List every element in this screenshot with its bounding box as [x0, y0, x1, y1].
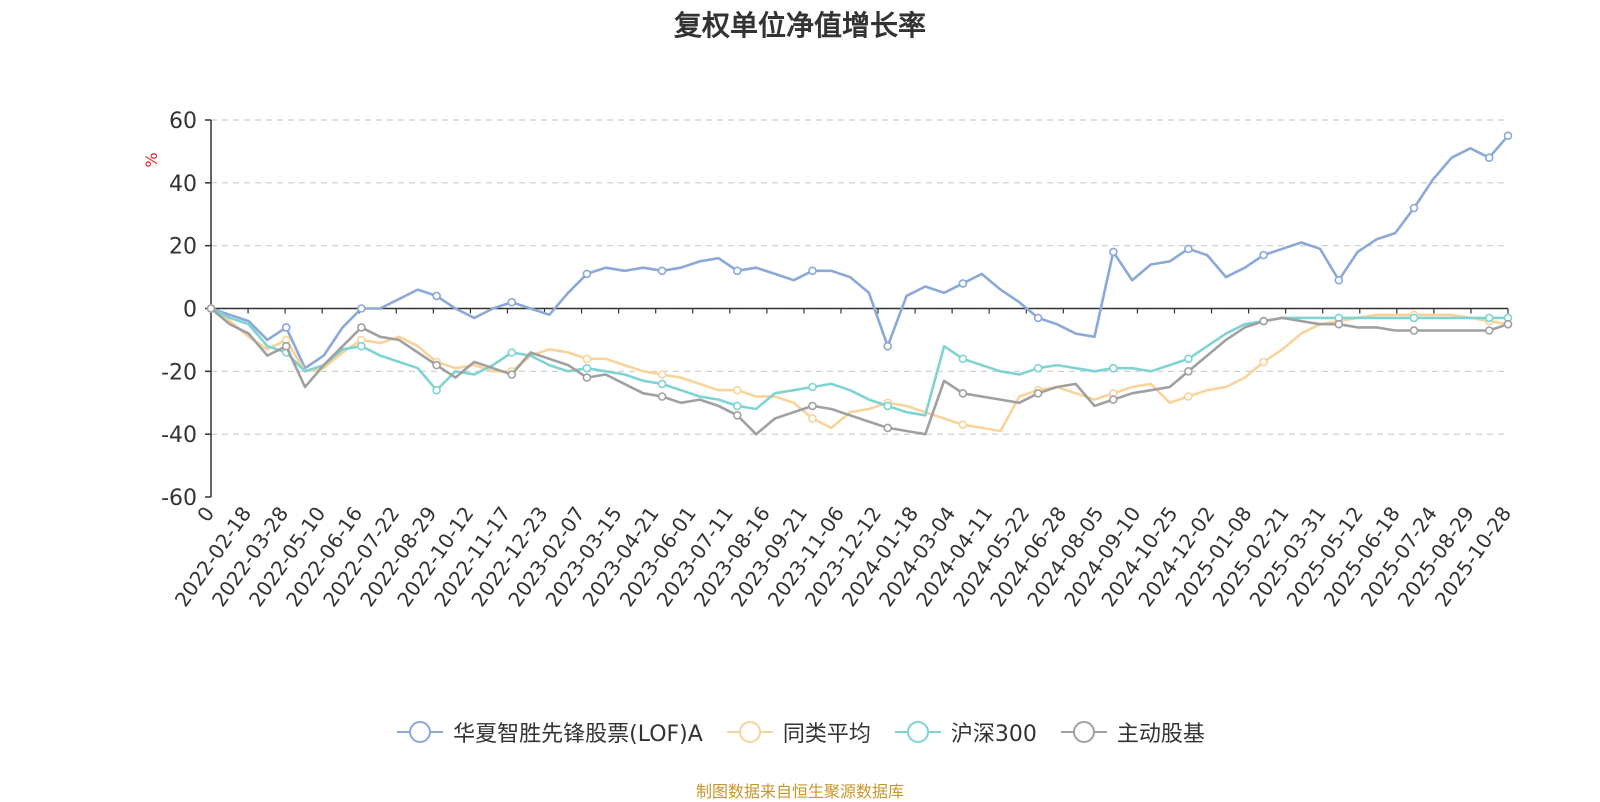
series-1-point — [1503, 131, 1513, 140]
series-1-point — [432, 291, 441, 301]
series-4-point — [1503, 319, 1513, 329]
series-3-point — [657, 379, 667, 389]
legend-label: 主动股基 — [1116, 722, 1205, 747]
legend-line-circle-icon — [726, 721, 773, 743]
series-4-point — [206, 304, 216, 313]
series-4-point — [1334, 319, 1344, 329]
series-1-point — [657, 266, 667, 276]
x-tick-label: 0 — [192, 502, 219, 526]
series-2-point — [582, 354, 592, 364]
y-tick-label: -40 — [161, 423, 197, 448]
grid-lines — [211, 119, 1508, 435]
series-1-point — [1484, 153, 1494, 162]
series-3-point — [808, 382, 817, 392]
series-2-point — [657, 370, 667, 379]
series-1-point — [1259, 250, 1268, 260]
legend-label: 同类平均 — [782, 722, 871, 747]
series-1-point — [958, 279, 968, 288]
source-note: 制图数据来自恒生聚源数据库 — [695, 782, 904, 801]
y-tick-label: 0 — [183, 298, 197, 323]
series-1-point — [507, 297, 517, 307]
series-4-point — [357, 323, 366, 332]
series-2-point — [808, 414, 817, 423]
series-3-point — [732, 401, 742, 411]
series-1-point — [582, 269, 592, 279]
series-line-1 — [210, 134, 1509, 370]
legend-line-circle-icon — [1060, 721, 1107, 743]
y-tick-label: 60 — [169, 109, 197, 134]
series-3-point — [582, 363, 592, 373]
series-3-point — [432, 385, 441, 395]
series-4-point — [732, 410, 742, 420]
legend-line-circle-icon — [894, 721, 941, 743]
series-4-point — [1109, 395, 1118, 404]
legend-line-circle-icon — [397, 721, 444, 743]
series-3-point — [1484, 313, 1494, 323]
series-1-point — [1334, 275, 1344, 285]
y-tick-label: 40 — [169, 172, 197, 197]
legend-label: 华夏智胜先锋股票(LOF)A — [453, 722, 703, 747]
y-tick-label: 20 — [169, 235, 197, 260]
series-1-point — [883, 341, 893, 351]
legend-label: 沪深300 — [950, 722, 1037, 747]
y-axis-unit: % — [142, 152, 161, 167]
series-1-point — [732, 266, 742, 276]
series-4-point — [1184, 366, 1193, 376]
series-3-point — [1109, 363, 1118, 373]
series-1-point — [808, 266, 817, 276]
legend-item-2[interactable]: 同类平均 — [725, 716, 871, 748]
series-4-point — [507, 370, 517, 379]
legend: 华夏智胜先锋股票(LOF)A 同类平均 沪深300 主动股基 — [0, 716, 1600, 748]
tick-labels: 6040200-20-40-60%02022-02-182022-03-2820… — [142, 109, 1516, 611]
chart-title: 复权单位净值增长率 — [673, 9, 926, 42]
series-3-point — [507, 348, 517, 357]
series-line-2 — [210, 307, 1509, 433]
series-4-point — [808, 401, 817, 411]
series-4-point — [1033, 388, 1043, 398]
series-2-point — [732, 385, 742, 395]
y-tick-label: -60 — [161, 486, 197, 511]
series-4-point — [582, 373, 592, 382]
series-4-point — [432, 360, 441, 370]
y-tick-label: -20 — [161, 360, 197, 385]
series-1-point — [1109, 247, 1118, 257]
series-1-point — [1184, 244, 1193, 254]
series-4-point — [657, 392, 667, 401]
series-1-point — [1409, 203, 1419, 213]
series-4-point — [958, 388, 968, 398]
series-3-point — [357, 341, 366, 351]
series-3-point — [1184, 354, 1193, 364]
legend-item-1[interactable]: 华夏智胜先锋股票(LOF)A — [395, 716, 703, 748]
series-3-point — [1409, 313, 1419, 323]
series-lines — [206, 131, 1513, 436]
series-3-point — [1033, 363, 1043, 373]
series-line-3 — [210, 307, 1508, 417]
series-1-point — [1033, 313, 1043, 323]
series-4-point — [883, 423, 893, 433]
series-4-point — [1484, 326, 1494, 335]
legend-item-4[interactable]: 主动股基 — [1059, 716, 1205, 748]
series-1-point — [281, 323, 291, 332]
series-4-point — [1409, 326, 1419, 335]
series-4-point — [281, 341, 291, 351]
series-2-point — [958, 420, 968, 430]
series-1-point — [357, 304, 366, 313]
series-3-point — [958, 354, 968, 364]
series-2-point — [1184, 392, 1193, 401]
line-chart: 6040200-20-40-60%02022-02-182022-03-2820… — [142, 109, 1516, 611]
series-line-4 — [210, 307, 1509, 436]
series-4-point — [1259, 316, 1268, 326]
axes — [205, 119, 1509, 498]
legend-item-3[interactable]: 沪深300 — [893, 716, 1037, 748]
series-2-point — [1259, 357, 1268, 367]
series-3-point — [883, 401, 893, 411]
